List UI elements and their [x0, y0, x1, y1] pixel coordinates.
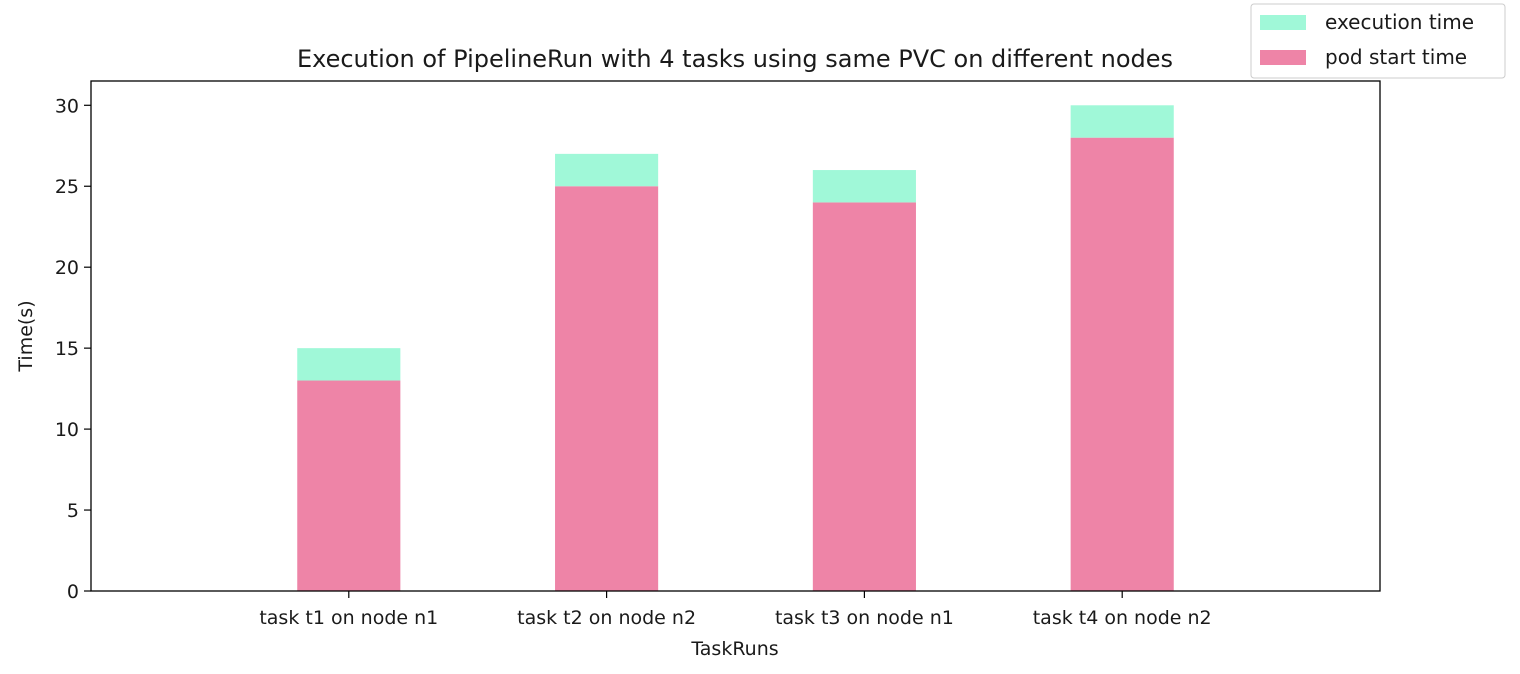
legend-frame: [1250, 3, 1506, 79]
y-tick-label: 5: [67, 500, 79, 522]
chart-title: Execution of PipelineRun with 4 tasks us…: [297, 45, 1173, 73]
bar-pod-start-time-3: [812, 202, 916, 591]
plot-frame: [90, 80, 1381, 592]
y-axis-label: Time(s): [15, 300, 37, 372]
x-tick-label: task t1 on node n1: [259, 607, 438, 629]
y-tick-label: 0: [67, 581, 79, 603]
y-axis-ticks: 0 5 10 15 20 25 30: [55, 95, 91, 603]
x-axis-label: TaskRuns: [690, 638, 778, 660]
legend-swatch-pod-start-time: [1260, 50, 1306, 65]
y-tick-label: 15: [55, 338, 79, 360]
legend-label: pod start time: [1325, 45, 1467, 69]
legend-label: execution time: [1325, 10, 1474, 34]
bars-group: [297, 105, 1174, 591]
bar-pod-start-time-1: [297, 380, 401, 591]
legend-swatch-execution-time: [1260, 15, 1306, 30]
y-tick-label: 30: [55, 95, 79, 117]
bar-execution-time-3: [812, 170, 916, 203]
x-tick-label: task t2 on node n2: [517, 607, 696, 629]
y-tick-label: 20: [55, 257, 79, 279]
bar-execution-time-4: [1070, 105, 1174, 138]
bar-pod-start-time-4: [1070, 137, 1174, 591]
bar-execution-time-1: [297, 348, 401, 381]
y-tick-label: 10: [55, 419, 79, 441]
bar-execution-time-2: [555, 153, 659, 187]
y-tick-label: 25: [55, 176, 79, 198]
x-tick-label: task t4 on node n2: [1033, 607, 1212, 629]
x-axis-ticks: task t1 on node n1 task t2 on node n2 task…: [259, 591, 1212, 629]
legend-items: execution time pod start time: [1260, 10, 1474, 69]
x-tick-label: task t3 on node n1: [775, 607, 954, 629]
legend: execution time pod start time: [1250, 3, 1506, 79]
bar-pod-start-time-2: [555, 186, 659, 591]
